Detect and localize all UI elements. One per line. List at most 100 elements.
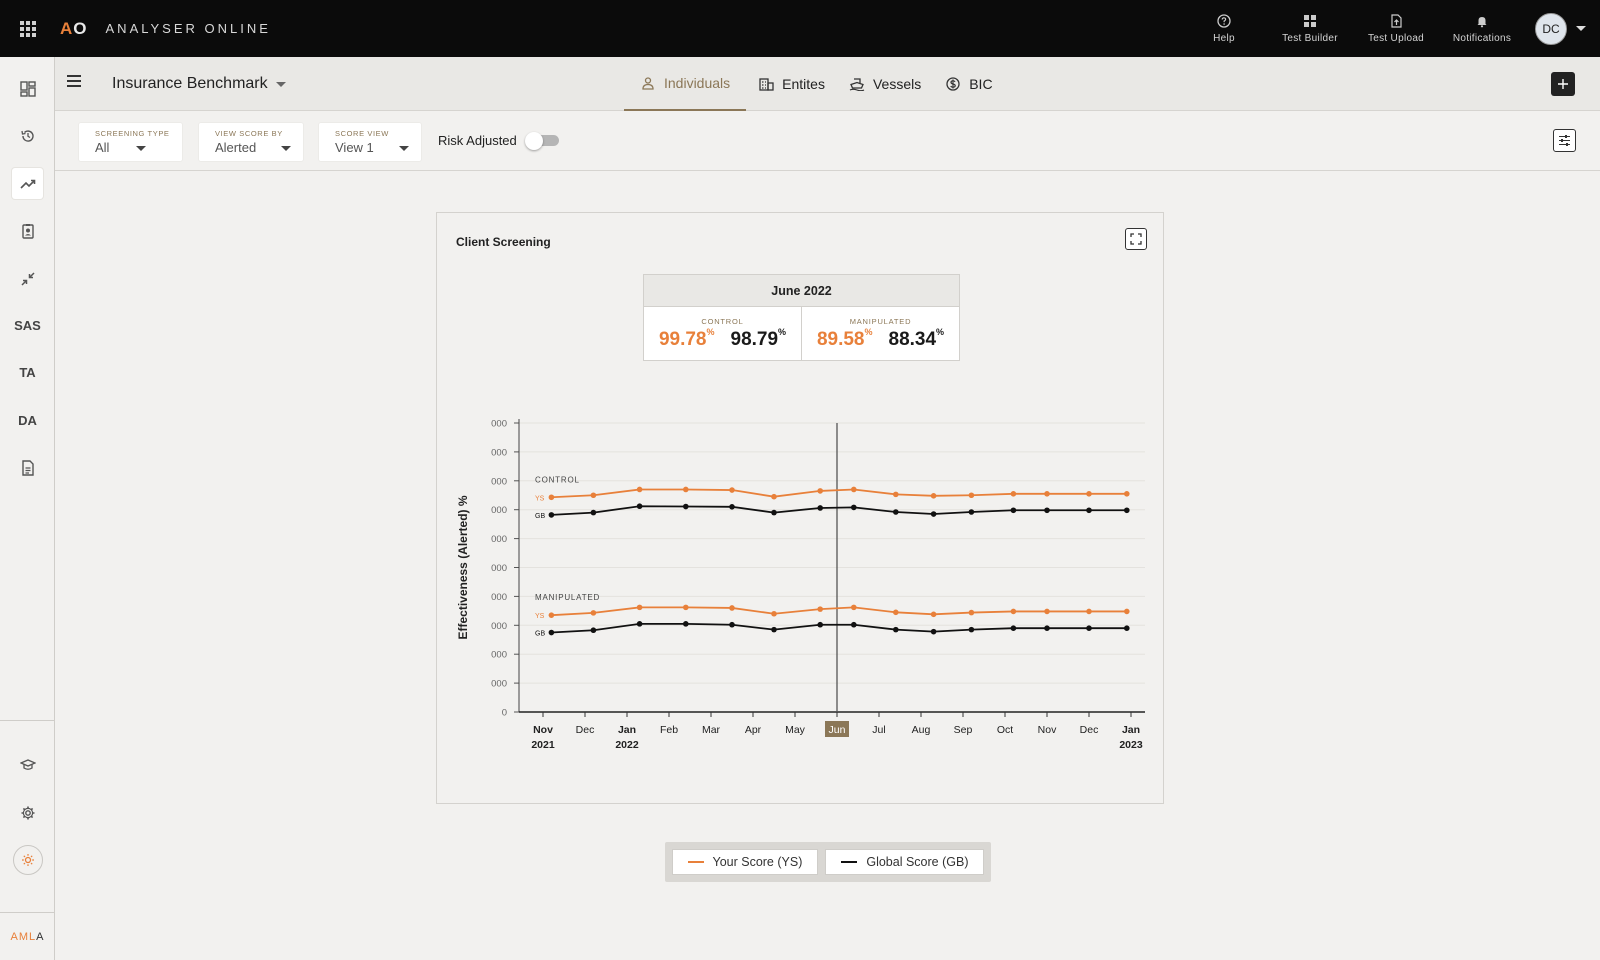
data-point bbox=[590, 627, 597, 634]
collapse-arrows-icon[interactable] bbox=[12, 263, 43, 294]
data-point bbox=[636, 621, 643, 627]
x-tick-label: Dec bbox=[576, 724, 595, 736]
x-tick-label: Dec bbox=[1080, 724, 1099, 736]
score-view-select[interactable]: SCORE VIEW View 1 bbox=[319, 123, 421, 161]
data-point bbox=[1086, 491, 1092, 497]
fullscreen-button[interactable] bbox=[1125, 228, 1147, 250]
summary-month: June 2022 bbox=[644, 275, 959, 307]
data-point bbox=[729, 605, 735, 611]
data-point bbox=[1044, 491, 1050, 497]
y-tick-label: 000 bbox=[491, 650, 507, 661]
test-upload-button[interactable]: Test Upload bbox=[1353, 0, 1439, 57]
data-point bbox=[1010, 507, 1017, 514]
data-point bbox=[817, 488, 823, 494]
x-tick-label: Apr bbox=[745, 724, 762, 736]
tab-individuals[interactable]: Individuals bbox=[624, 57, 747, 111]
sidebar-item-ta[interactable]: TA bbox=[19, 365, 36, 380]
y-tick-label: 0 bbox=[502, 708, 507, 719]
user-menu[interactable]: DC bbox=[1535, 12, 1586, 45]
help-label: Help bbox=[1213, 33, 1235, 44]
app-logo[interactable]: A O ANALYSER ONLINE bbox=[60, 19, 271, 39]
data-point bbox=[1010, 608, 1017, 615]
data-point bbox=[893, 509, 899, 515]
x-tick-label: Jun bbox=[829, 724, 846, 736]
group-label: MANIPULATED bbox=[535, 593, 600, 602]
y-tick-label: 000 bbox=[491, 505, 507, 516]
data-point bbox=[1124, 507, 1130, 514]
brightness-icon bbox=[12, 844, 43, 875]
brightness-toggle[interactable] bbox=[12, 844, 43, 875]
document-icon[interactable] bbox=[12, 452, 43, 483]
data-point bbox=[771, 509, 777, 516]
id-badge-icon[interactable] bbox=[12, 215, 43, 246]
notifications-button[interactable]: Notifications bbox=[1439, 0, 1525, 57]
history-icon[interactable] bbox=[12, 120, 43, 151]
data-point bbox=[851, 604, 857, 611]
data-point bbox=[729, 621, 735, 628]
benchmark-selector[interactable]: Insurance Benchmark bbox=[112, 75, 286, 93]
legend-swatch bbox=[841, 861, 858, 863]
gear-icon[interactable] bbox=[12, 797, 43, 828]
data-point bbox=[683, 621, 689, 627]
logo-letter-a: A bbox=[60, 18, 74, 38]
tab-label: Individuals bbox=[664, 75, 731, 91]
data-point bbox=[729, 504, 735, 510]
data-point bbox=[930, 511, 937, 517]
data-point bbox=[817, 621, 823, 628]
trending-up-icon[interactable] bbox=[12, 168, 43, 199]
logo-letter-o: O bbox=[73, 18, 88, 38]
sidebar-item-da[interactable]: DA bbox=[18, 413, 37, 428]
ship-icon bbox=[849, 76, 865, 92]
data-point bbox=[1124, 491, 1130, 497]
apps-grid-icon[interactable] bbox=[0, 0, 56, 57]
legend-swatch bbox=[687, 861, 704, 863]
benchmark-header: Insurance Benchmark Individuals Entites … bbox=[55, 57, 1600, 111]
manipulated-summary: MANIPULATED 89.58% 88.34% bbox=[801, 307, 959, 361]
data-point bbox=[930, 493, 937, 499]
upload-file-icon bbox=[1388, 13, 1404, 29]
month-summary: June 2022 CONTROL 99.78% 98.79% MANIPULA… bbox=[643, 274, 960, 361]
y-tick-label: 000 bbox=[491, 476, 507, 487]
dashboard-icon[interactable] bbox=[12, 73, 43, 104]
data-point bbox=[590, 610, 597, 616]
entity-tabs: Individuals Entites Vessels BIC bbox=[624, 57, 1005, 111]
test-builder-button[interactable]: Test Builder bbox=[1267, 0, 1353, 57]
y-tick-label: 000 bbox=[491, 419, 507, 430]
risk-adjusted-toggle[interactable] bbox=[525, 132, 559, 150]
view-score-by-label: VIEW SCORE BY bbox=[215, 129, 283, 138]
legend-your-score[interactable]: Your Score (YS) bbox=[671, 849, 819, 875]
control-summary: CONTROL 99.78% 98.79% bbox=[644, 307, 801, 361]
data-point bbox=[771, 626, 777, 633]
graduation-cap-icon[interactable] bbox=[12, 749, 43, 780]
help-button[interactable]: Help bbox=[1181, 0, 1267, 57]
series-label: YS bbox=[535, 613, 545, 620]
card-title: Client Screening bbox=[456, 235, 551, 249]
test-builder-icon bbox=[1302, 13, 1318, 29]
building-icon bbox=[758, 76, 774, 92]
effectiveness-line-chart: 0000000000000000000000000000000Effective… bbox=[456, 419, 1145, 751]
person-icon bbox=[640, 75, 656, 91]
y-tick-label: 000 bbox=[491, 447, 507, 458]
series-label: YS bbox=[535, 495, 545, 502]
x-tick-label: Jan bbox=[618, 724, 636, 736]
screening-type-select[interactable]: SCREENING TYPE All bbox=[79, 123, 182, 161]
tab-vessels[interactable]: Vessels bbox=[837, 57, 933, 111]
filter-settings-button[interactable] bbox=[1553, 129, 1576, 152]
tab-bic[interactable]: BIC bbox=[933, 57, 1004, 111]
sidebar: SAS TA DA AML A bbox=[0, 57, 55, 960]
test-upload-label: Test Upload bbox=[1367, 33, 1425, 44]
view-score-by-select[interactable]: VIEW SCORE BY Alerted bbox=[199, 123, 303, 161]
data-point bbox=[968, 492, 975, 499]
group-label: CONTROL bbox=[535, 475, 580, 484]
toggle-knob bbox=[525, 132, 543, 150]
series-label: GB bbox=[535, 631, 545, 638]
legend-global-score[interactable]: Global Score (GB) bbox=[825, 849, 985, 875]
x-year-label: 2022 bbox=[615, 739, 639, 751]
add-button[interactable] bbox=[1551, 72, 1575, 96]
data-point bbox=[1086, 608, 1092, 615]
sidebar-item-sas[interactable]: SAS bbox=[14, 318, 41, 333]
x-tick-label: Nov bbox=[533, 724, 553, 736]
tab-entites[interactable]: Entites bbox=[746, 57, 837, 111]
x-tick-label: Feb bbox=[660, 724, 678, 736]
hamburger-menu-icon[interactable] bbox=[67, 75, 81, 87]
